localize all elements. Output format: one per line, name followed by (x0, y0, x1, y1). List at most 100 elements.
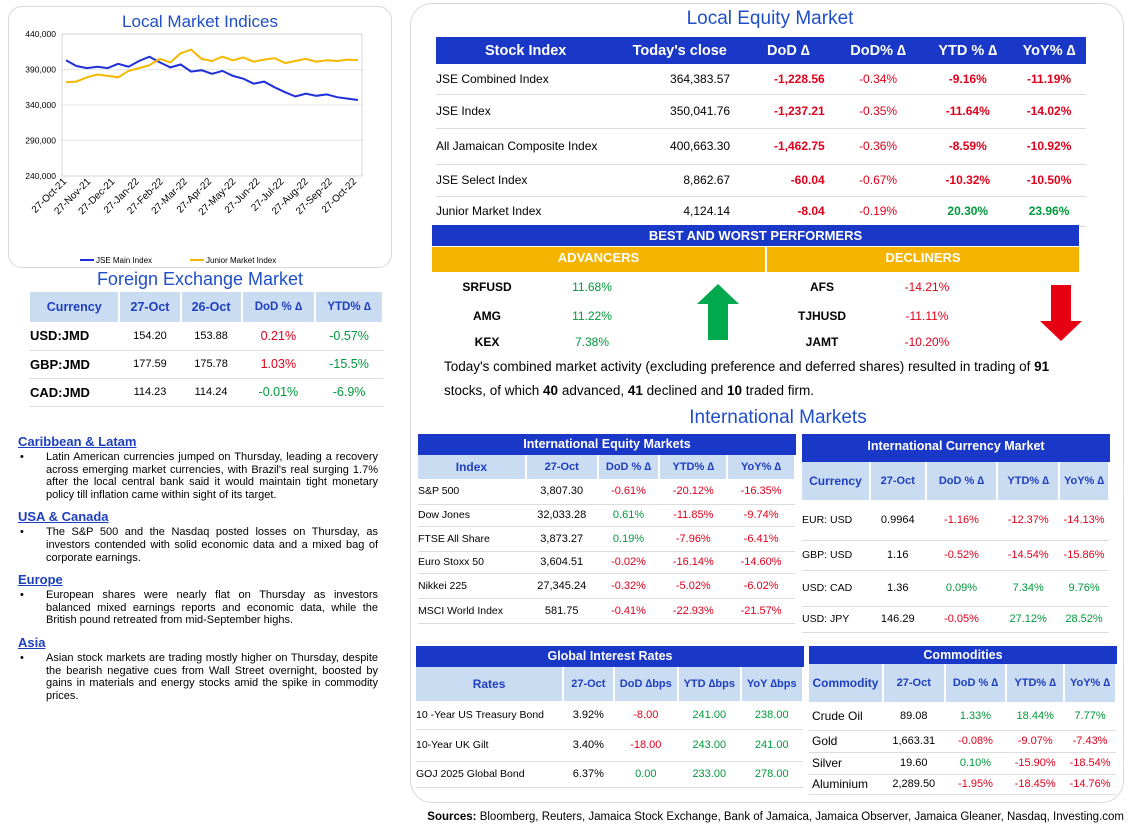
commodity-row: Aluminium 2,289.50 -1.95% -18.45% -14.76% (809, 774, 1116, 794)
fx-currency: USD:JMD (30, 328, 90, 344)
news-bullet: Asian stock markets are trading mostly h… (18, 652, 378, 702)
intl-equity-table: Index 27-Oct DoD % ∆ YTD% ∆ YoY% ∆ S&P 500 3,8… (418, 455, 796, 624)
equity-row: Junior Market Index 4,124.14 -8.04 -0.19% 20… (436, 196, 1086, 226)
intl-currency-table: Currency 27-Oct DoD % ∆ YTD% ∆ YoY% ∆ EUR: US… (802, 462, 1110, 633)
intl-title: International Markets (689, 407, 867, 428)
intl-currency-row: EUR: USD 0.9964 -1.16% -12.37% -14.13% (802, 500, 1109, 540)
equity-title: Local Equity Market (686, 8, 854, 29)
fx-title: Foreign Exchange Market (96, 269, 304, 289)
chart-title: Local Market Indices (122, 12, 278, 31)
fx-row: CAD:JMD 114.23 114.24 -0.01% -6.9% (30, 378, 383, 406)
table-header: YTD% ∆ (997, 462, 1061, 500)
advancer-row: SRFUSD 11.68% (462, 280, 612, 294)
intl-equity-row: Nikkei 225 27,345.24 -0.32% -5.02% -6.02% (418, 573, 795, 598)
y-tick-label: 440,000 (25, 29, 56, 39)
equity-row: All Jamaican Composite Index 400,663.30 -1… (436, 128, 1086, 164)
decliners-label: DECLINERS (767, 247, 1079, 272)
intl-equity-row: Dow Jones 32,033.28 0.61% -11.85% -9.74% (418, 504, 795, 526)
fx-table: Currency 27-Oct 26-Oct DoD % ∆ YTD% ∆ USD:JMD… (30, 292, 384, 407)
y-tick-label: 340,000 (25, 100, 56, 110)
table-header: YoY ∆bps (740, 667, 805, 701)
intl-equity-title: International Equity Markets (418, 434, 796, 455)
table-header: YoY% ∆ (1064, 664, 1117, 702)
sources-line: Sources: Bloomberg, Reuters, Jamaica Sto… (427, 811, 1124, 823)
commodities-table: Commodity 27-Oct DoD % ∆ YTD% ∆ YoY% ∆ Crude … (809, 664, 1117, 795)
rates-table: Rates 27-Oct DoD ∆bps YTD ∆bps YoY ∆bps 10 -Y… (416, 667, 805, 788)
table-header: 27-Oct (882, 664, 946, 702)
fx-row: GBP:JMD 177.59 175.78 1.03% -15.5% (30, 350, 383, 378)
equity-header: DoD% ∆ (850, 42, 906, 59)
table-header: YTD% ∆ (659, 455, 729, 479)
fx-header: DoD % ∆ (241, 292, 317, 322)
table-header: DoD % ∆ (925, 462, 999, 500)
table-header: DoD % ∆ (944, 664, 1008, 702)
right-panel (410, 3, 1124, 803)
fx-header: 26-Oct (180, 292, 243, 322)
fx-currency: CAD:JMD (30, 384, 90, 400)
news-bullet: Latin American currencies jumped on Thur… (18, 451, 378, 501)
table-header: YoY% ∆ (1059, 462, 1110, 500)
y-tick-label: 240,000 (25, 171, 56, 181)
y-tick-label: 390,000 (25, 65, 56, 75)
market-indices-chart: 440,000390,000340,000290,000240,00027-Oc… (25, 29, 363, 264)
decliners-list: AFS -14.21% TJHUSD -11.11% JAMT -10.20% (767, 272, 997, 355)
commodities-title: Commodities (809, 646, 1117, 664)
table-header: Currency (802, 462, 871, 500)
table-header: Index (418, 455, 527, 479)
equity-row: JSE Combined Index 364,383.57 -1,228.56 -0.… (436, 64, 1086, 94)
news-heading: USA & Canada (18, 509, 109, 525)
decliner-row: AFS -14.21% (810, 280, 950, 294)
table-header: Rates (416, 667, 565, 701)
intl-currency-row: GBP: USD 1.16 -0.52% -14.54% -15.86% (802, 540, 1109, 570)
fx-currency: GBP:JMD (30, 356, 90, 372)
down-arrow-icon (1040, 285, 1082, 341)
equity-row: JSE Index 350,041.76 -1,237.21 -0.35% -11.64… (436, 94, 1086, 128)
decliner-row: TJHUSD -11.11% (797, 308, 949, 323)
news-heading: Europe (18, 572, 63, 588)
series-line-0 (65, 55, 359, 101)
advancer-row: KEX 7.38% (474, 335, 610, 349)
equity-table: Stock Index Today's close DoD ∆ DoD% ∆ YTD %… (436, 37, 1086, 227)
y-tick-label: 290,000 (25, 136, 56, 146)
rates-row: 10-Year UK Gilt 3.40% -18.00 243.00 241.00 (416, 729, 803, 761)
intl-equity-row: S&P 500 3,807.30 -0.61% -20.12% -16.35% (418, 479, 795, 504)
news-heading: Caribbean & Latam (18, 434, 137, 449)
up-arrow-icon (697, 284, 739, 340)
equity-header: YTD % ∆ (938, 42, 998, 59)
table-header: Commodity (809, 664, 884, 702)
decliner-row: JAMT -10.20% (805, 335, 950, 349)
advancers-list: SRFUSD 11.68% AMG 11.22% KEX 7.38% (432, 272, 662, 355)
performers-title: BEST AND WORST PERFORMERS (432, 225, 1079, 246)
fx-row: USD:JMD 154.20 153.88 0.21% -0.57% (30, 322, 383, 350)
series-line-1 (65, 48, 359, 84)
fx-header: YTD% ∆ (315, 292, 384, 322)
news-bullet: The S&P 500 and the Nasdaq posted losses… (18, 526, 378, 564)
intl-currency-title: International Currency Market (802, 434, 1110, 462)
news-bullet: European shares were nearly flat on Thur… (18, 589, 378, 627)
legend-label: Junior Market Index (206, 256, 276, 264)
commodity-row: Gold 1,663.31 -0.08% -9.07% -7.43% (809, 730, 1116, 752)
table-header: DoD ∆bps (613, 667, 680, 701)
equity-header: Stock Index (484, 42, 567, 59)
intl-currency-row: USD: JPY 146.29 -0.05% 27.12% 28.52% (802, 606, 1109, 632)
rates-row: GOJ 2025 Global Bond 6.37% 0.00 233.00 278.0… (416, 761, 803, 787)
commodity-row: Crude Oil 89.08 1.33% 18.44% 7.77% (809, 702, 1116, 730)
table-header: 27-Oct (525, 455, 599, 479)
intl-equity-row: Euro Stoxx 50 3,604.51 -0.02% -16.14% -14.60… (418, 551, 795, 573)
equity-header: DoD ∆ (767, 42, 810, 59)
table-header: DoD % ∆ (597, 455, 661, 479)
equity-header: Today's close (632, 42, 727, 59)
commodity-row: Silver 19.60 0.10% -15.90% -18.54% (809, 752, 1116, 774)
table-header: YTD ∆bps (678, 667, 742, 701)
equity-row: JSE Select Index 8,862.67 -60.04 -0.67% -10.… (436, 164, 1086, 196)
fx-header: 27-Oct (119, 292, 182, 322)
market-summary: Today's combined market activity (exclud… (444, 359, 1050, 398)
legend-label: JSE Main Index (96, 256, 152, 264)
news-heading: Asia (18, 634, 46, 650)
advancers-label: ADVANCERS (432, 247, 765, 272)
news-section: Caribbean & Latam Latin American currenci… (18, 434, 378, 702)
intl-currency-row: USD: CAD 1.36 0.09% 7.34% 9.76% (802, 570, 1109, 606)
rates-title: Global Interest Rates (416, 646, 804, 667)
advancer-row: AMG 11.22% (473, 308, 612, 323)
table-header: 27-Oct (563, 667, 615, 701)
